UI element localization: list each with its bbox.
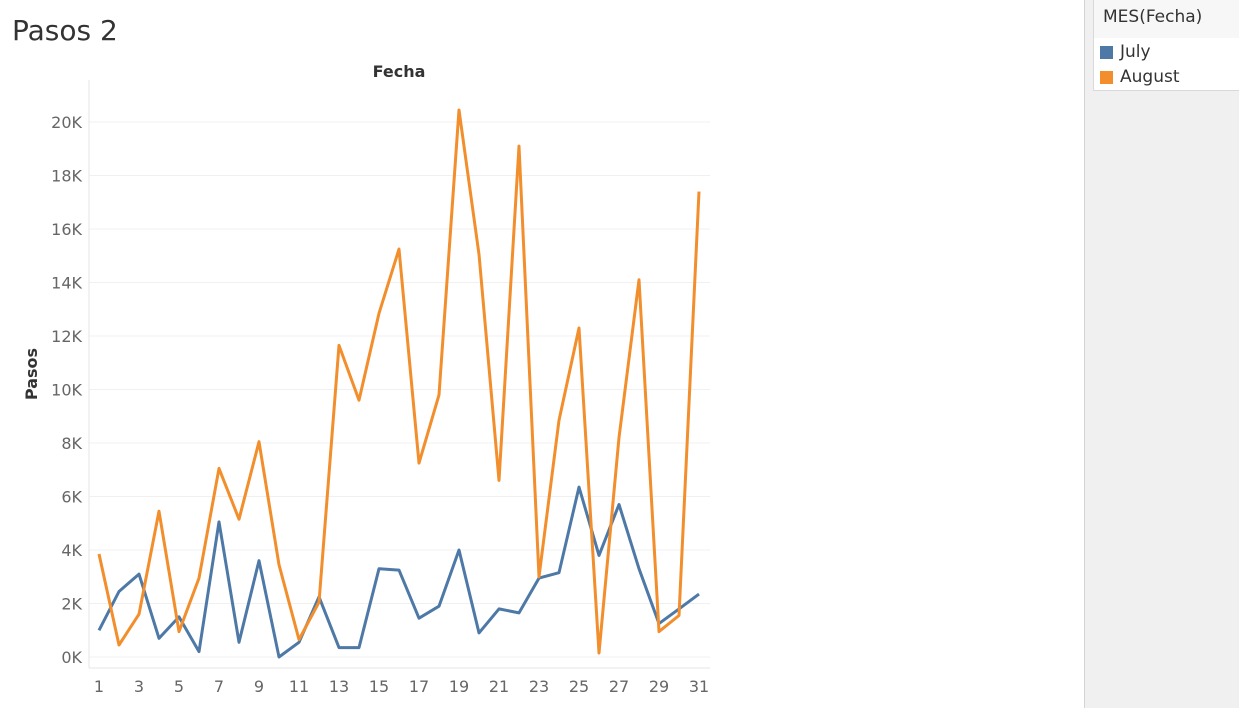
x-tick-label: 23 [529, 677, 549, 696]
series-lines [97, 108, 701, 659]
side-panel [1084, 0, 1239, 708]
x-tick-label: 7 [214, 677, 224, 696]
x-tick-label: 31 [689, 677, 709, 696]
x-tick-label: 27 [609, 677, 629, 696]
y-axis-title: Pasos [22, 348, 41, 400]
series-line-august[interactable] [97, 108, 701, 655]
x-axis-title: Fecha [373, 62, 426, 81]
y-tick-label: 20K [51, 113, 82, 132]
y-tick-label: 6K [61, 488, 82, 507]
y-tick-label: 4K [61, 541, 82, 560]
y-tick-label: 0K [61, 648, 82, 667]
color-legend[interactable]: MES(Fecha) July August [1093, 0, 1239, 91]
x-tick-label: 21 [489, 677, 509, 696]
august-swatch [1100, 70, 1113, 84]
x-tick-label: 25 [569, 677, 589, 696]
x-tick-label: 17 [409, 677, 429, 696]
x-tick-label: 15 [369, 677, 389, 696]
x-tick-label: 3 [134, 677, 144, 696]
x-tick-label: 29 [649, 677, 669, 696]
legend-item-august[interactable]: August [1100, 66, 1180, 88]
y-tick-label: 12K [51, 327, 82, 346]
legend-label: July [1120, 42, 1151, 62]
series-line-july[interactable] [97, 485, 700, 659]
legend-label: August [1120, 67, 1180, 87]
y-tick-label: 2K [61, 595, 82, 614]
y-tick-label: 10K [51, 381, 82, 400]
july-swatch [1100, 45, 1113, 59]
gridlines [89, 121, 710, 658]
x-axis-ticks: 1 3 5 7 9 11 13 15 17 19 21 23 25 27 29 31 [94, 677, 709, 696]
legend-header [1094, 0, 1239, 38]
y-tick-label: 16K [51, 220, 82, 239]
x-tick-label: 11 [289, 677, 309, 696]
x-tick-label: 13 [329, 677, 349, 696]
legend-item-july[interactable]: July [1100, 41, 1151, 63]
legend-title: MES(Fecha) [1103, 7, 1203, 27]
y-tick-label: 14K [51, 274, 82, 293]
y-tick-label: 8K [61, 434, 82, 453]
x-tick-label: 9 [254, 677, 264, 696]
x-tick-label: 19 [449, 677, 469, 696]
sheet-title: Pasos 2 [12, 14, 118, 47]
x-tick-label: 5 [174, 677, 184, 696]
x-tick-label: 1 [94, 677, 104, 696]
y-tick-label: 18K [51, 167, 82, 186]
y-axis-ticks: 0K 2K 4K 6K 8K 10K 12K 14K 16K 18K 20K [51, 113, 82, 667]
